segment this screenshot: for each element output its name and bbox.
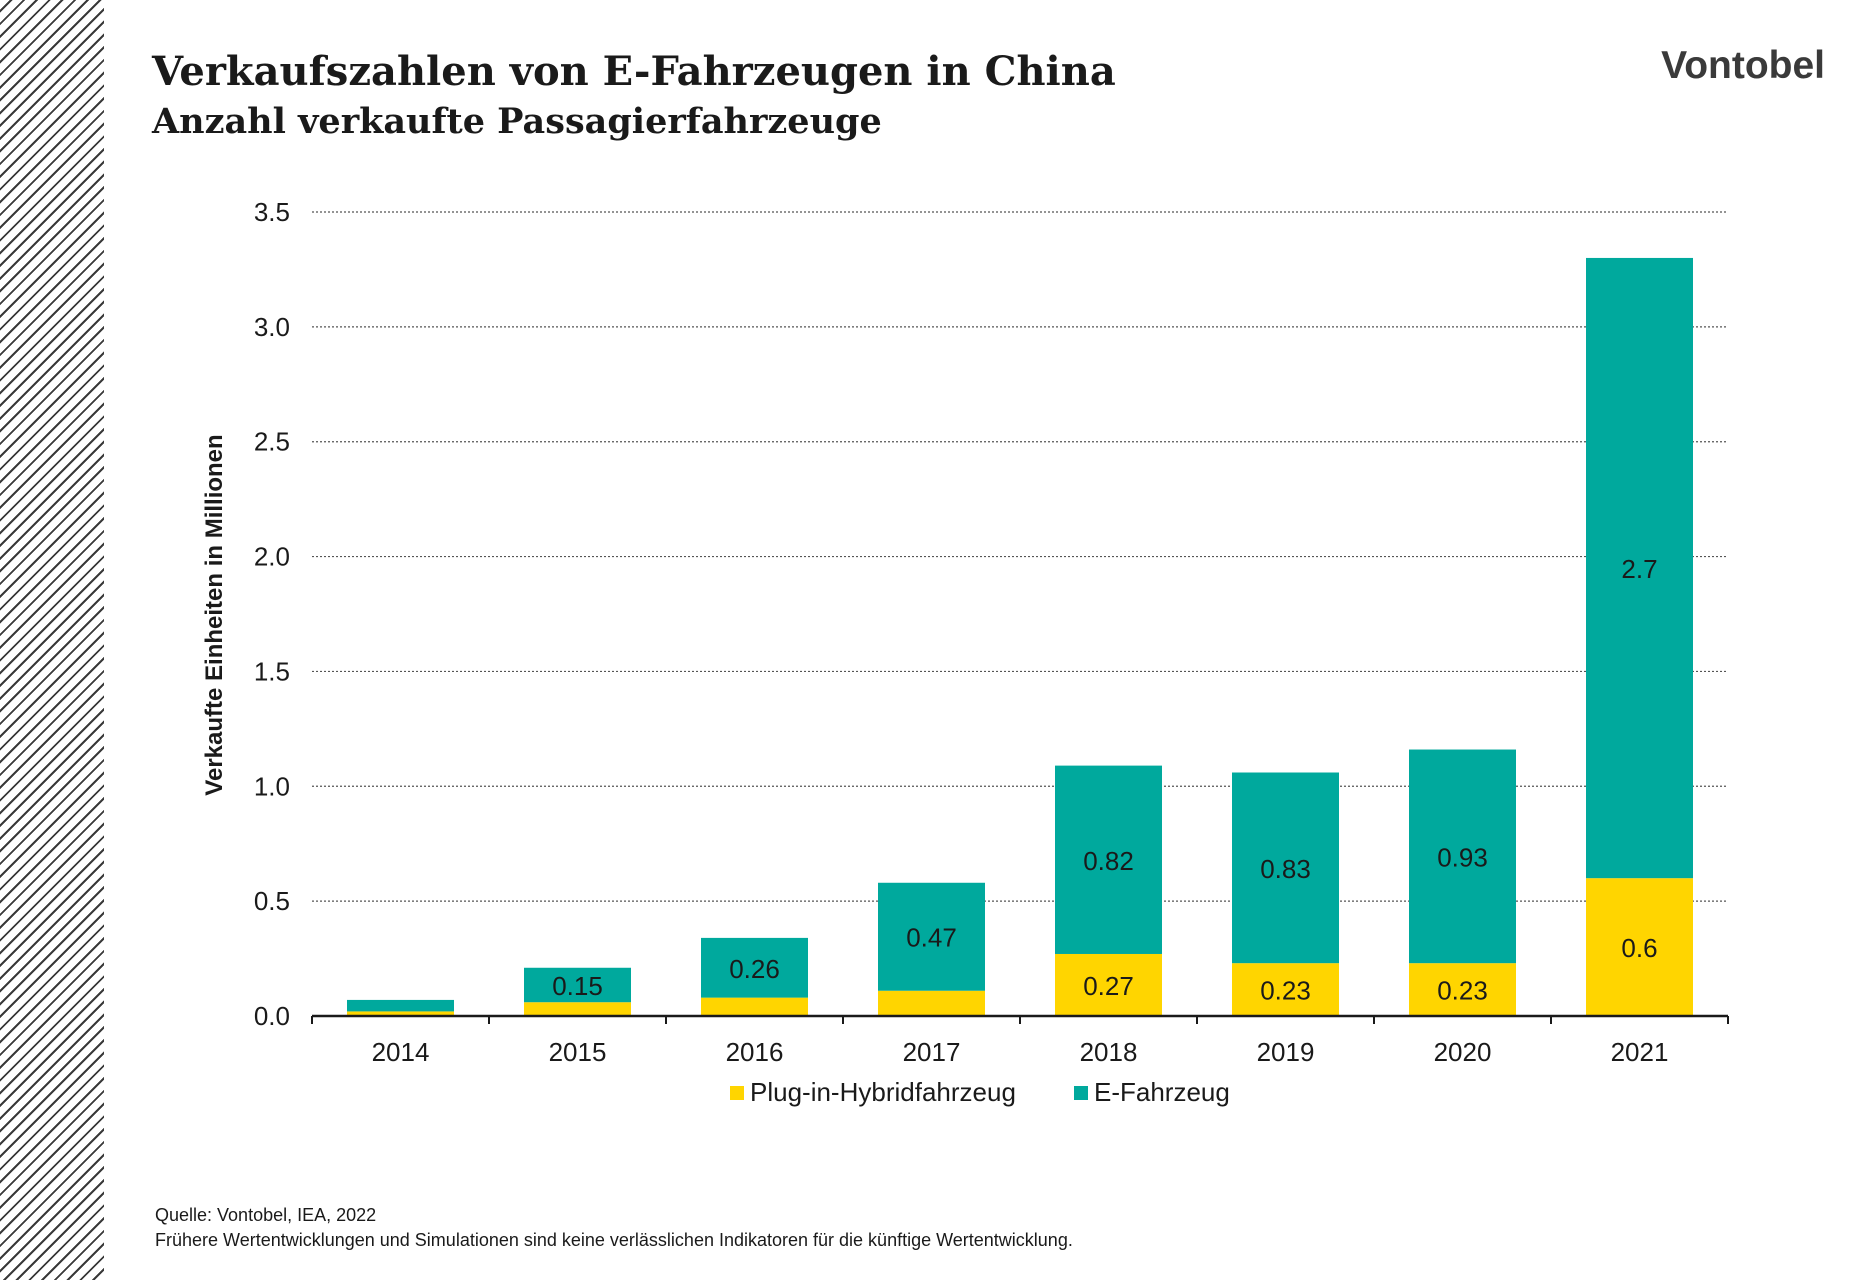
y-tick-label: 2.0: [254, 542, 290, 572]
bar-ev-2014: [347, 999, 454, 1012]
bar-plugin-2016: [701, 997, 808, 1016]
bar-plugin-2020: [1409, 963, 1516, 1016]
bar-plugin-2021: [1586, 878, 1693, 1016]
x-tick-label: 2021: [1611, 1037, 1669, 1067]
bar-ev-2020: [1409, 749, 1516, 964]
bar-ev-2019: [1232, 772, 1339, 964]
y-tick-label: 2.5: [254, 427, 290, 457]
legend-swatch-ev: [1074, 1086, 1088, 1100]
bar-plugin-2017: [878, 990, 985, 1016]
x-tick-label: 2014: [372, 1037, 430, 1067]
y-axis-label: Verkaufte Einheiten in Millionen: [201, 434, 228, 795]
bar-ev-2017: [878, 882, 985, 991]
y-tick-label: 0.5: [254, 886, 290, 916]
data-labels: 0.15 0.26 0.47 0.27 0.82 0.23 0.83 0.23 0.93 0.6 2…: [552, 554, 1657, 1006]
legend: Plug-in-Hybridfahrzeug E-Fahrzeug: [730, 1077, 1230, 1107]
x-axis: [311, 1014, 1729, 1024]
y-tick-label: 3.0: [254, 312, 290, 342]
disclaimer-note: Frühere Wertentwicklungen und Simulation…: [155, 1230, 1073, 1250]
stacked-bar-chart: 0.0 0.5 1.0 1.5 2.0 2.5 3.0 3.5 0.15 0.26 0.47 0.2…: [201, 197, 1729, 1107]
bar-ev-2021: [1586, 257, 1693, 879]
data-label-ev-2015: 0.15: [552, 971, 603, 1001]
y-tick-label: 1.5: [254, 656, 290, 686]
bar-plugin-2019: [1232, 963, 1339, 1016]
legend-label-ev: E-Fahrzeug: [1094, 1077, 1230, 1107]
x-tick-label: 2018: [1080, 1037, 1138, 1067]
data-label-ev-2017: 0.47: [906, 923, 957, 953]
data-label-ev-2018: 0.82: [1083, 846, 1134, 876]
data-label-plugin-2019: 0.23: [1260, 976, 1311, 1006]
data-label-ev-2016: 0.26: [729, 954, 780, 984]
data-label-plugin-2020: 0.23: [1437, 976, 1488, 1006]
data-label-ev-2021: 2.7: [1621, 554, 1657, 584]
legend-swatch-plugin: [730, 1086, 744, 1100]
legend-label-plugin: Plug-in-Hybridfahrzeug: [750, 1077, 1016, 1107]
data-label-ev-2020: 0.93: [1437, 842, 1488, 872]
x-tick-label: 2020: [1434, 1037, 1492, 1067]
data-label-ev-2019: 0.83: [1260, 854, 1311, 884]
data-label-plugin-2021: 0.6: [1621, 933, 1657, 963]
bar-ev-2018: [1055, 765, 1162, 954]
bar-ev-2016: [701, 937, 808, 998]
footnote: Quelle: Vontobel, IEA, 2022 Frühere Wert…: [155, 1203, 1073, 1253]
x-tick-label: 2019: [1257, 1037, 1315, 1067]
bar-plugin-2014: [347, 1011, 454, 1016]
x-tick-label: 2016: [726, 1037, 784, 1067]
bar-plugin-2018: [1055, 953, 1162, 1016]
y-axis-ticks: 0.0 0.5 1.0 1.5 2.0 2.5 3.0 3.5: [254, 197, 290, 1031]
y-tick-label: 3.5: [254, 197, 290, 227]
bar-ev-2015: [524, 967, 631, 1003]
x-tick-label: 2017: [903, 1037, 961, 1067]
chart-title: Verkaufszahlen von E-Fahrzeugen in China: [152, 48, 1116, 95]
y-tick-label: 0.0: [254, 1001, 290, 1031]
data-label-plugin-2018: 0.27: [1083, 971, 1134, 1001]
x-tick-label: 2015: [549, 1037, 607, 1067]
chart-subtitle: Anzahl verkaufte Passagierfahrzeuge: [152, 101, 882, 142]
decorative-stripe-band: [0, 0, 104, 1280]
bars: [347, 257, 1693, 1016]
y-tick-label: 1.0: [254, 771, 290, 801]
bar-plugin-2015: [524, 1002, 631, 1016]
source-note: Quelle: Vontobel, IEA, 2022: [155, 1205, 377, 1225]
x-axis-ticks: 2014 2015 2016 2017 2018 2019 2020 2021: [372, 1037, 1669, 1067]
brand-logo: Vontobel: [1661, 44, 1825, 87]
